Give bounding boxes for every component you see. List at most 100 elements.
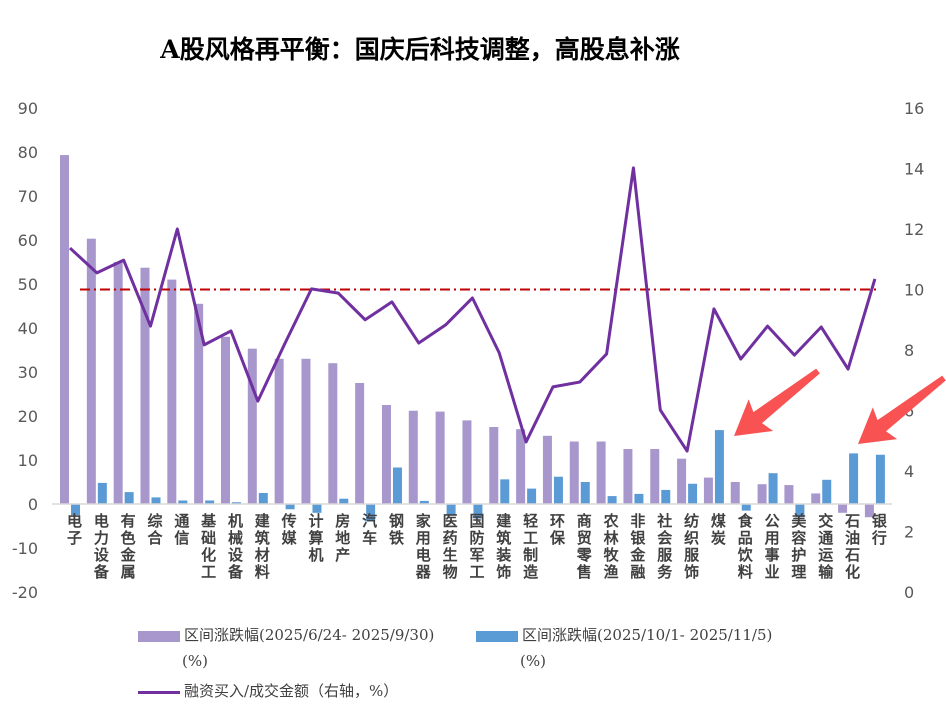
legend-label-2: 区间涨跌幅(2025/10/1- 2025/11/5) [522, 626, 773, 644]
bar-period-2 [500, 479, 510, 504]
bar-period-1 [542, 435, 552, 504]
legend-swatch-1 [138, 630, 180, 642]
bar-period-2 [607, 496, 617, 504]
bar-period-2 [446, 504, 456, 515]
category-label: 电子 [65, 512, 83, 547]
bar-period-2 [178, 500, 188, 504]
category-label: 环保 [548, 513, 566, 547]
left-axis-tick: 20 [18, 407, 38, 426]
bar-period-1 [435, 411, 445, 504]
category-label: 国防军工 [467, 513, 485, 581]
category-label: 家用电器 [414, 512, 432, 581]
category-label: 轻工制造 [521, 512, 539, 581]
category-label: 传媒 [280, 512, 298, 547]
bar-period-1 [355, 383, 365, 504]
right-axis-tick: 4 [904, 462, 914, 481]
bar-period-2 [312, 504, 322, 513]
right-axis-tick: 12 [904, 220, 924, 239]
bar-period-2 [714, 430, 724, 504]
bar-period-2 [258, 493, 268, 504]
right-axis-tick: 0 [904, 583, 914, 602]
bar-period-2 [768, 473, 778, 504]
bar-period-1 [167, 279, 177, 504]
legend-item-1: 区间涨跌幅(2025/6/24- 2025/9/30) [138, 624, 434, 645]
legend-unit-2: (%) [520, 652, 546, 670]
arrow-icon-shape [858, 375, 946, 444]
bar-period-2 [875, 454, 885, 504]
category-label: 医药生物 [441, 513, 459, 581]
arrow-icon-shape [734, 368, 820, 436]
category-label: 计算机 [306, 512, 324, 564]
bar-period-2 [366, 504, 376, 522]
left-axis-tick: 10 [18, 451, 38, 470]
category-label: 社会服务 [655, 512, 673, 581]
left-axis-tick: 60 [18, 231, 38, 250]
category-label: 综合 [145, 512, 163, 547]
arrow-icon [858, 375, 946, 444]
right-axis-tick: 2 [904, 523, 914, 542]
bar-period-2 [71, 504, 80, 515]
right-axis-tick: 14 [904, 160, 924, 179]
bar-period-1 [462, 420, 472, 504]
bar-period-1 [864, 504, 874, 518]
bar-period-1 [569, 441, 579, 504]
category-label: 石油石化 [843, 513, 861, 581]
category-label: 交通运输 [816, 512, 834, 581]
bar-period-2 [419, 500, 429, 504]
bar-period-1 [650, 449, 660, 504]
bar-period-1 [811, 493, 821, 504]
bar-period-2 [580, 482, 590, 504]
bar-period-1 [60, 155, 69, 504]
category-label: 农林牧渔 [602, 512, 620, 581]
bar-period-1 [677, 458, 687, 504]
bar-period-2 [741, 504, 751, 511]
legend-unit-1: (%) [182, 652, 208, 670]
bar-period-2 [849, 453, 859, 504]
bar-period-2 [553, 476, 563, 504]
bar-period-1 [247, 348, 257, 504]
category-label: 煤炭 [709, 513, 727, 547]
bar-period-2 [231, 502, 241, 504]
bar-period-1 [838, 504, 848, 513]
left-axis-tick: 70 [18, 187, 38, 206]
bar-period-2 [527, 488, 537, 504]
bar-period-2 [661, 489, 671, 504]
bar-period-1 [220, 336, 230, 504]
category-label: 机械设备 [226, 512, 244, 581]
financing-ratio-line [68, 166, 877, 453]
bar-period-1 [489, 427, 499, 504]
arrow-icon [734, 368, 820, 436]
left-axis-tick: 30 [18, 363, 38, 382]
right-axis-tick: 8 [904, 341, 914, 360]
left-axis-tick: 80 [18, 143, 38, 162]
bar-period-1 [381, 405, 391, 504]
bar-period-2 [473, 504, 483, 519]
chart-title: A股风格再平衡：国庆后科技调整，高股息补涨 [160, 35, 680, 64]
left-axis-tick: 40 [18, 319, 38, 338]
category-label: 汽车 [360, 512, 378, 547]
left-axis-tick: -10 [12, 539, 38, 558]
right-axis-tick: 16 [904, 99, 924, 118]
bar-period-1 [140, 267, 150, 504]
legend-swatch-2 [476, 630, 518, 642]
bar-period-2 [205, 500, 215, 504]
bar-period-2 [339, 498, 349, 504]
category-label: 美容护理 [789, 512, 807, 581]
category-label: 建筑装饰 [494, 512, 512, 581]
bar-period-2 [124, 492, 134, 504]
bar-period-2 [285, 504, 295, 510]
left-axis-tick: -20 [12, 583, 38, 602]
category-label: 公用事业 [763, 513, 781, 581]
legend-item-3: 融资买入/成交金额（右轴，%） [138, 680, 398, 701]
bar-period-2 [634, 493, 644, 504]
category-label: 房地产 [333, 512, 351, 564]
bar-period-1 [784, 485, 794, 504]
category-label: 建筑材料 [253, 512, 271, 581]
bar-period-1 [516, 429, 526, 504]
bar-period-1 [194, 303, 204, 504]
bar-period-1 [328, 363, 338, 504]
bar-period-1 [623, 449, 633, 504]
category-label: 商贸零售 [575, 512, 593, 581]
